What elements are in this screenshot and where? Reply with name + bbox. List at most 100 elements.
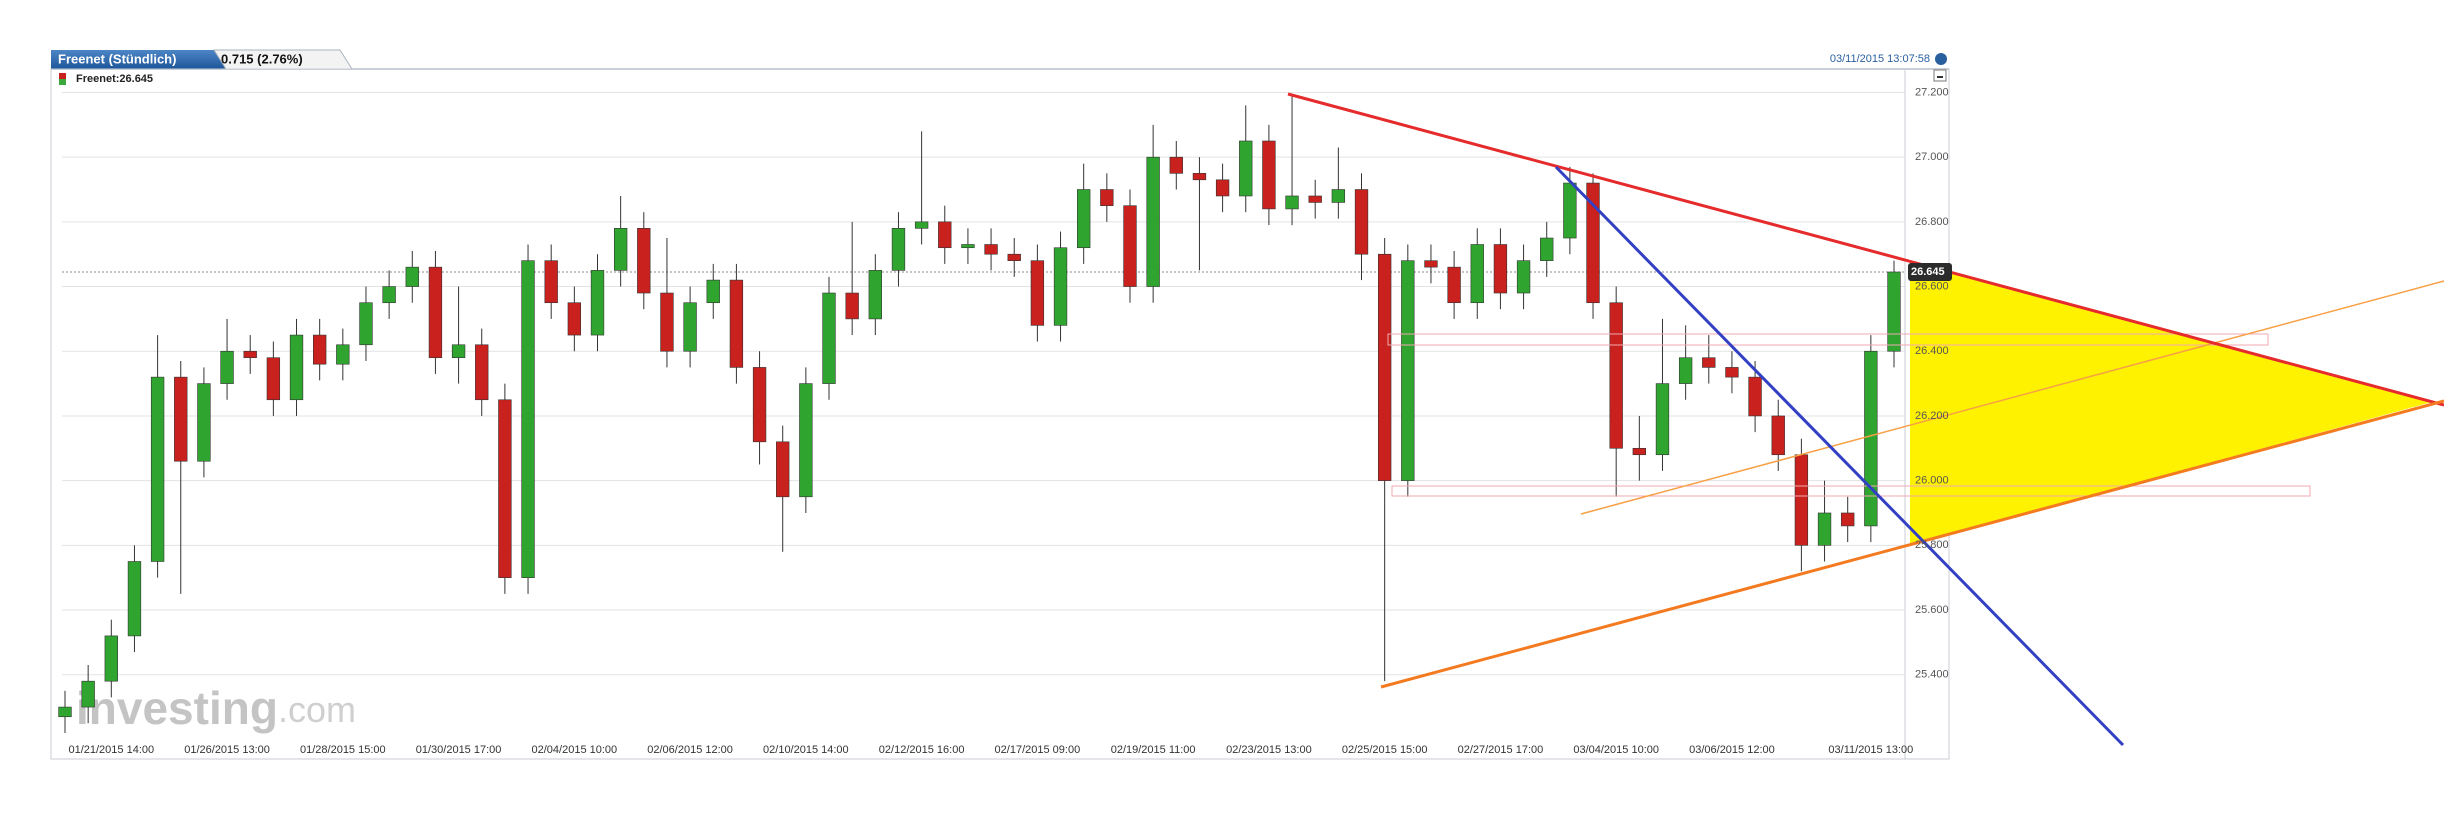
candle-body <box>475 344 489 401</box>
candle-body <box>1887 271 1901 352</box>
minimize-button[interactable] <box>1933 69 1947 82</box>
candle-body <box>1841 512 1855 527</box>
candle-body <box>961 244 975 249</box>
candle-body <box>405 266 419 287</box>
candle-body <box>1053 247 1068 326</box>
candle-body <box>706 279 720 304</box>
x-tick-label: 02/06/2015 12:00 <box>647 744 733 756</box>
x-tick-label: 02/19/2015 11:00 <box>1111 744 1196 756</box>
watermark-brand: investing <box>76 682 278 734</box>
candle-body <box>1678 357 1693 384</box>
timestamp: 03/11/2015 13:07:58 <box>1830 53 1930 65</box>
candle-body <box>127 561 142 637</box>
x-tick-label: 01/21/2015 14:00 <box>68 744 154 756</box>
candle-body <box>1817 512 1832 546</box>
candle-body <box>1100 189 1114 206</box>
y-tick-label: 26.800 <box>1915 216 1949 228</box>
y-tick-label: 26.200 <box>1915 410 1949 422</box>
candle-body <box>1123 205 1137 287</box>
candle-body <box>1470 244 1484 304</box>
x-tick-label: 02/04/2015 10:00 <box>532 744 618 756</box>
candle-body <box>683 302 697 352</box>
candle-body <box>104 635 118 682</box>
triangle-fill <box>1910 261 2432 545</box>
candle-body <box>1077 189 1091 249</box>
candle-body <box>336 344 350 365</box>
candle-body <box>1192 173 1207 181</box>
candle-body <box>1516 260 1531 294</box>
x-tick-label: 01/26/2015 13:00 <box>184 744 270 756</box>
candle-body <box>1401 260 1415 481</box>
candle-body <box>1007 253 1021 261</box>
candle-body <box>1030 260 1045 326</box>
candle-body <box>1146 156 1160 287</box>
support-zone <box>1387 333 2269 346</box>
candle-body <box>799 383 813 498</box>
candle-body <box>1748 376 1762 417</box>
x-tick-label: 02/27/2015 17:00 <box>1458 744 1544 756</box>
candle-body <box>752 367 767 443</box>
y-tick-label: 27.200 <box>1915 86 1949 98</box>
x-tick-label: 01/28/2015 15:00 <box>300 744 386 756</box>
resistance-trendline <box>1287 92 2444 407</box>
y-tick-label: 26.600 <box>1915 280 1949 292</box>
last-price-label: 26.645 <box>1911 266 1945 278</box>
candle-body <box>1424 260 1438 268</box>
candle-body <box>1632 447 1646 456</box>
candle-body <box>150 376 165 562</box>
candle-body <box>1447 266 1461 304</box>
candle-body <box>729 279 744 368</box>
legend-swatch-top <box>59 73 66 79</box>
candle-body <box>266 357 281 401</box>
candle-body <box>567 302 582 336</box>
candle-body <box>1540 237 1554 261</box>
last-price-box <box>1908 262 1952 281</box>
channel-line <box>1580 280 2444 515</box>
x-tick-label: 02/17/2015 09:00 <box>995 744 1081 756</box>
candle-body <box>1771 415 1785 456</box>
candle-body <box>1285 195 1299 210</box>
candle-body <box>938 221 952 249</box>
candle-body <box>220 350 234 384</box>
candle-body <box>1725 367 1739 378</box>
candle-body <box>197 383 211 462</box>
x-tick-label: 01/30/2015 17:00 <box>416 744 502 756</box>
y-tick-label: 26.000 <box>1915 475 1949 487</box>
downtrend-line <box>1554 165 2125 747</box>
x-tick-label: 02/23/2015 13:00 <box>1226 744 1312 756</box>
candle-body <box>544 260 558 304</box>
candle-body <box>498 399 512 578</box>
x-tick-label: 02/25/2015 15:00 <box>1342 744 1428 756</box>
candle-body <box>451 344 466 359</box>
price-change: 0.715 (2.76%) <box>221 51 303 66</box>
title-tab[interactable] <box>51 50 226 69</box>
candle-body <box>590 270 605 336</box>
candle-body <box>1794 454 1809 546</box>
candle-body <box>289 334 304 401</box>
x-tick-label: 03/06/2015 12:00 <box>1689 744 1775 756</box>
x-tick-label: 02/12/2015 16:00 <box>879 744 965 756</box>
y-tick-label: 25.400 <box>1915 669 1949 681</box>
candle-body <box>637 228 651 294</box>
watermark: investing.com <box>76 682 356 734</box>
candle-body <box>1239 140 1253 197</box>
candle-body <box>776 441 790 498</box>
y-tick-label: 26.400 <box>1915 345 1949 357</box>
x-tick-label: 03/11/2015 13:00 <box>1828 744 1913 756</box>
candle-body <box>313 334 327 365</box>
candle-body <box>1586 182 1600 304</box>
y-tick-label: 25.800 <box>1915 539 1949 551</box>
candle-body <box>1331 189 1346 203</box>
candle-body <box>1215 179 1230 197</box>
x-tick-label: 02/10/2015 14:00 <box>763 744 849 756</box>
candle-body <box>1563 182 1577 239</box>
candle-body <box>243 350 257 359</box>
y-tick-label: 27.000 <box>1915 151 1949 163</box>
candle-body <box>428 266 443 359</box>
x-tick-label: 03/04/2015 10:00 <box>1573 744 1659 756</box>
watermark-suffix: .com <box>278 689 356 730</box>
candle-body <box>822 292 836 384</box>
settings-icon[interactable] <box>1935 53 1947 65</box>
